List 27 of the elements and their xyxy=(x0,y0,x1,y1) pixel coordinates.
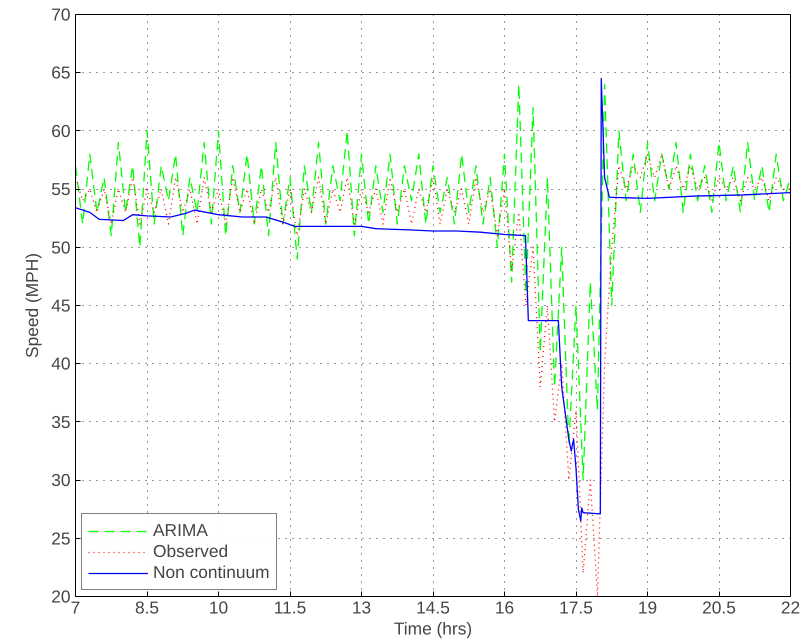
x-tick-label: 20.5 xyxy=(702,598,736,618)
x-tick-label: 22 xyxy=(780,598,800,618)
y-axis-title: Speed (MPH) xyxy=(22,253,42,358)
x-tick-label: 7 xyxy=(70,598,80,618)
x-axis-title: Time (hrs) xyxy=(394,618,472,638)
y-tick-label: 70 xyxy=(51,4,71,24)
x-tick-label: 17.5 xyxy=(559,598,593,618)
y-tick-label: 55 xyxy=(51,179,71,200)
y-tick-label: 20 xyxy=(51,586,71,606)
y-tick-label: 25 xyxy=(51,528,71,548)
x-tick-label: 10 xyxy=(208,598,228,618)
legend-label: Non continuum xyxy=(153,562,270,583)
y-tick-label: 35 xyxy=(51,412,71,432)
x-tick-label: 14.5 xyxy=(416,598,450,618)
x-tick-label: 16 xyxy=(494,598,514,618)
x-tick-label: 8.5 xyxy=(134,598,160,618)
x-tick-label: 13 xyxy=(352,598,372,618)
y-tick-label: 40 xyxy=(51,354,71,374)
y-tick-label: 30 xyxy=(51,470,71,490)
y-tick-label: 60 xyxy=(51,120,71,141)
x-tick-label: 11.5 xyxy=(274,598,306,618)
y-tick-label: 45 xyxy=(51,296,71,316)
y-tick-label: 65 xyxy=(51,62,71,83)
y-tick-label: 50 xyxy=(51,237,71,258)
legend-label: ARIMA xyxy=(153,520,208,541)
x-tick-label: 19 xyxy=(638,598,658,618)
legend-label: Observed xyxy=(153,541,228,562)
